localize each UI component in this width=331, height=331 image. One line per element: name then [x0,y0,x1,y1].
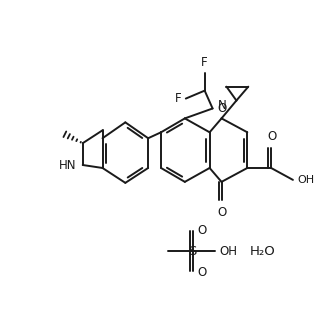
Text: O: O [198,265,207,279]
Text: H₂O: H₂O [249,245,275,258]
Text: OH: OH [219,245,238,258]
Text: O: O [217,206,226,219]
Text: F: F [175,92,182,105]
Text: O: O [198,224,207,237]
Text: N: N [218,99,227,113]
Text: OH: OH [297,175,314,185]
Text: S: S [189,245,197,258]
Text: O: O [267,130,277,143]
Text: O: O [217,102,227,115]
Text: F: F [201,56,208,69]
Text: HN: HN [59,159,77,171]
